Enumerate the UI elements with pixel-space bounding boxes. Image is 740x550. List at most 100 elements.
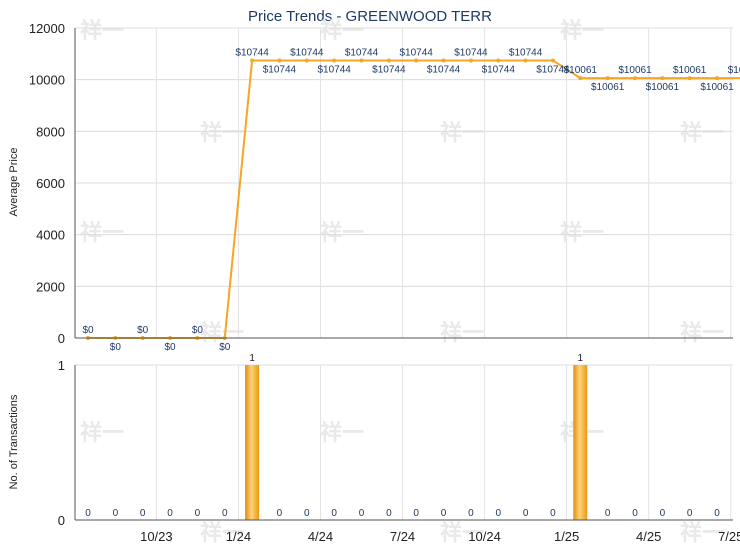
bar-value-label: 0 bbox=[195, 508, 201, 519]
chart-title: Price Trends - GREENWOOD TERR bbox=[248, 8, 492, 25]
price-value-label: $10061 bbox=[700, 82, 734, 93]
x-tick-label: 1/24 bbox=[226, 529, 251, 544]
watermark-text: 祥一 bbox=[200, 320, 244, 345]
price-value-label: $0 bbox=[192, 325, 204, 336]
watermark-text: 祥一 bbox=[680, 120, 724, 145]
price-value-label: $10744 bbox=[509, 47, 543, 58]
bar-value-label: 0 bbox=[413, 508, 419, 519]
watermark-text: 祥一 bbox=[200, 520, 244, 545]
price-tick-label: 6000 bbox=[36, 176, 65, 191]
x-tick-label: 7/25 bbox=[718, 529, 740, 544]
price-point bbox=[715, 76, 720, 81]
watermark-text: 祥一 bbox=[80, 18, 124, 43]
price-value-label: $10061 bbox=[591, 82, 625, 93]
x-tick-label: 4/24 bbox=[308, 529, 333, 544]
price-value-label: $0 bbox=[82, 325, 94, 336]
price-line bbox=[88, 59, 740, 339]
price-value-label: $10744 bbox=[235, 47, 269, 58]
x-tick-label: 10/23 bbox=[140, 529, 173, 544]
price-value-label: $10744 bbox=[317, 64, 351, 75]
bar-value-label: 0 bbox=[687, 508, 693, 519]
x-tick-label: 1/25 bbox=[554, 529, 579, 544]
x-tick-label: 10/24 bbox=[468, 529, 501, 544]
price-point bbox=[496, 58, 501, 63]
transaction-bar bbox=[573, 365, 588, 520]
price-tick-label: 8000 bbox=[36, 124, 65, 139]
axes bbox=[74, 28, 733, 521]
bar-value-label: 1 bbox=[249, 353, 255, 364]
bar-value-label: 0 bbox=[660, 508, 666, 519]
bar-value-label: 0 bbox=[167, 508, 173, 519]
price-point bbox=[250, 58, 255, 63]
price-point bbox=[550, 58, 555, 63]
watermark-text: 祥一 bbox=[320, 220, 364, 245]
watermark-text: 祥一 bbox=[680, 520, 724, 545]
watermark-text: 祥一 bbox=[80, 220, 124, 245]
bar-value-label: 0 bbox=[331, 508, 337, 519]
price-tick-label: 4000 bbox=[36, 228, 65, 243]
price-point bbox=[687, 76, 692, 81]
bar-value-label: 0 bbox=[468, 508, 474, 519]
bar-value-label: 0 bbox=[359, 508, 365, 519]
price-tick-label: 10000 bbox=[29, 73, 65, 88]
price-value-label: $10744 bbox=[400, 47, 434, 58]
transaction-bars: 00000010000000000010000000 bbox=[85, 353, 720, 520]
price-point bbox=[414, 58, 419, 63]
price-point bbox=[277, 58, 282, 63]
price-value-label: $10061 bbox=[646, 82, 680, 93]
bar-value-label: 0 bbox=[277, 508, 283, 519]
price-value-label: $10744 bbox=[536, 64, 570, 75]
price-point bbox=[578, 76, 583, 81]
price-point bbox=[359, 58, 364, 63]
watermark-text: 祥一 bbox=[440, 120, 484, 145]
watermark-text: 祥一 bbox=[440, 320, 484, 345]
x-tick-label: 7/24 bbox=[390, 529, 415, 544]
price-value-label: $10061 bbox=[618, 65, 652, 76]
bar-value-label: 0 bbox=[304, 508, 310, 519]
bar-value-label: 0 bbox=[113, 508, 119, 519]
watermark-text: 祥一 bbox=[560, 220, 604, 245]
price-tick-label: 2000 bbox=[36, 279, 65, 294]
price-value-label: $10744 bbox=[345, 47, 379, 58]
transactions-tick-label: 1 bbox=[58, 358, 65, 373]
price-point bbox=[468, 58, 473, 63]
price-value-label: $0 bbox=[110, 342, 122, 353]
watermark-text: 祥一 bbox=[560, 18, 604, 43]
watermark-text: 祥一 bbox=[320, 420, 364, 445]
watermark-text: 祥一 bbox=[320, 18, 364, 43]
price-point bbox=[441, 58, 446, 63]
price-point bbox=[633, 76, 637, 81]
price-value-label: $0 bbox=[219, 342, 231, 353]
price-value-label: $10061 bbox=[728, 65, 740, 76]
price-value-label: $10744 bbox=[454, 47, 488, 58]
price-point bbox=[605, 76, 610, 81]
price-value-label: $10744 bbox=[290, 47, 324, 58]
x-tick-label: 4/25 bbox=[636, 529, 661, 544]
bar-value-label: 0 bbox=[605, 508, 611, 519]
price-line-layer: $0 $0 $0 $0 $0 $0 $10744 $10744 $10744 $10744 $107… bbox=[82, 47, 740, 353]
watermark-text: 祥一 bbox=[80, 420, 124, 445]
watermark-layer: 祥一祥一祥一祥一祥一祥一祥一祥一祥一祥一祥一祥一祥一祥一祥一祥一祥一祥一 bbox=[80, 18, 724, 545]
price-value-label: $10744 bbox=[427, 64, 461, 75]
transaction-bar bbox=[245, 365, 260, 520]
price-point bbox=[523, 58, 528, 63]
price-point bbox=[386, 58, 391, 63]
bar-value-label: 0 bbox=[222, 508, 228, 519]
bar-value-label: 0 bbox=[495, 508, 501, 519]
transactions-axis-label: No. of Transactions bbox=[8, 394, 20, 489]
price-value-label: $10061 bbox=[673, 65, 707, 76]
watermark-text: 祥一 bbox=[200, 120, 244, 145]
bar-value-label: 1 bbox=[578, 353, 584, 364]
price-tick-label: 0 bbox=[58, 331, 65, 346]
bar-value-label: 0 bbox=[632, 508, 638, 519]
price-axis-label: Average Price bbox=[8, 148, 20, 217]
bar-value-label: 0 bbox=[386, 508, 392, 519]
bar-value-label: 0 bbox=[140, 508, 146, 519]
bar-value-label: 0 bbox=[550, 508, 556, 519]
bar-value-label: 0 bbox=[441, 508, 447, 519]
watermark-text: 祥一 bbox=[680, 320, 724, 345]
price-value-label: $10061 bbox=[564, 65, 598, 76]
price-tick-label: 12000 bbox=[29, 21, 65, 36]
bar-value-label: 0 bbox=[85, 508, 91, 519]
